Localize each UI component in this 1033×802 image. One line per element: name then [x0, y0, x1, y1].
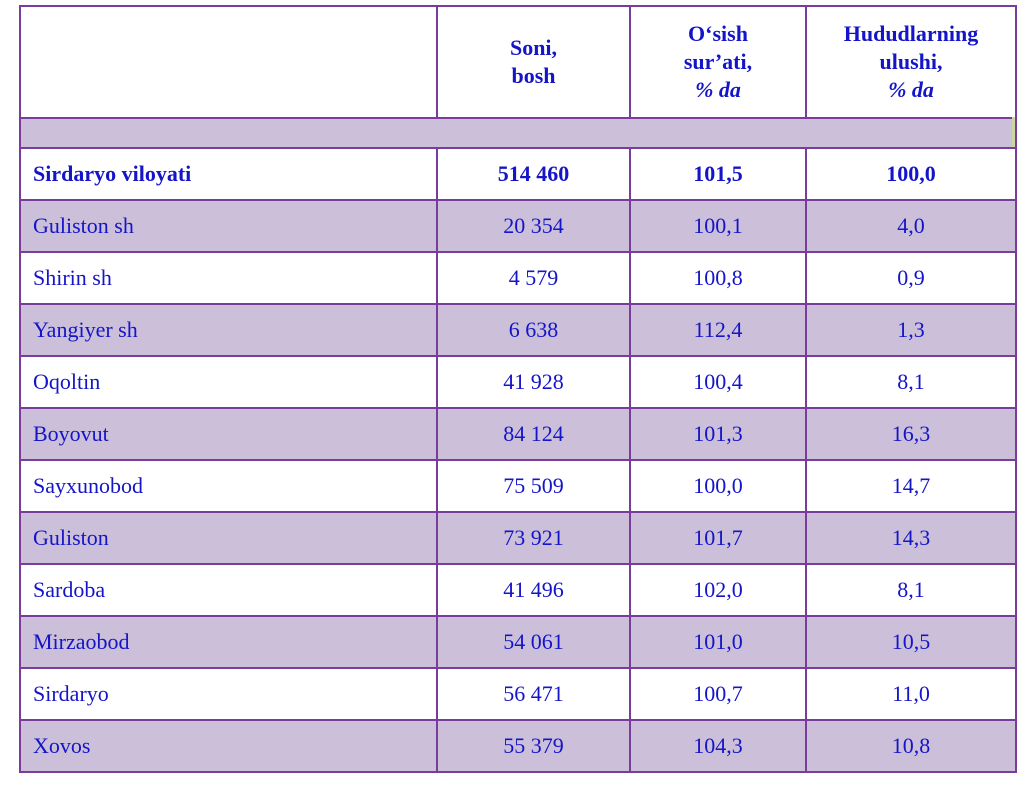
share-cell: 4,0 — [805, 199, 1017, 253]
growth-cell: 102,0 — [629, 563, 807, 617]
table-row: Yangiyer sh 6 638 112,4 1,3 — [19, 303, 1017, 357]
table-row: Mirzaobod 54 061 101,0 10,5 — [19, 615, 1017, 669]
growth-cell: 104,3 — [629, 719, 807, 773]
count-cell: 54 061 — [436, 615, 631, 669]
region-name-cell: Sirdaryo — [19, 667, 438, 721]
header-growth-line-3: % da — [695, 77, 741, 102]
count-cell: 73 921 — [436, 511, 631, 565]
share-cell: 0,9 — [805, 251, 1017, 305]
count-cell: 75 509 — [436, 459, 631, 513]
count-cell: 84 124 — [436, 407, 631, 461]
header-count-line-1: Soni, — [509, 35, 558, 60]
header-share-line-2: ulushi, — [879, 49, 943, 74]
count-cell: 514 460 — [436, 147, 631, 201]
growth-cell: 100,7 — [629, 667, 807, 721]
count-cell: 56 471 — [436, 667, 631, 721]
growth-cell: 100,0 — [629, 459, 807, 513]
count-cell: 41 496 — [436, 563, 631, 617]
header-growth-line-1: O‘sish — [688, 21, 748, 46]
region-name-cell: Sayxunobod — [19, 459, 438, 513]
statistics-table: Soni, bosh O‘sish sur’ati, % da Hududlar… — [19, 5, 1017, 773]
growth-cell: 100,1 — [629, 199, 807, 253]
header-count-line-2: bosh — [511, 63, 556, 88]
region-name-cell: Guliston sh — [19, 199, 438, 253]
count-cell: 4 579 — [436, 251, 631, 305]
table-row: Shirin sh 4 579 100,8 0,9 — [19, 251, 1017, 305]
total-row: Sirdaryo viloyati 514 460 101,5 100,0 — [19, 147, 1017, 201]
share-cell: 10,5 — [805, 615, 1017, 669]
growth-cell: 101,7 — [629, 511, 807, 565]
growth-cell: 101,5 — [629, 147, 807, 201]
header-share: Hududlarning ulushi, % da — [805, 5, 1017, 119]
spacer-cell — [19, 117, 1017, 149]
growth-cell: 112,4 — [629, 303, 807, 357]
share-cell: 100,0 — [805, 147, 1017, 201]
header-growth: O‘sish sur’ati, % da — [629, 5, 807, 119]
region-name-cell: Xovos — [19, 719, 438, 773]
header-share-line-1: Hududlarning — [843, 21, 979, 46]
region-name-cell: Sardoba — [19, 563, 438, 617]
share-cell: 16,3 — [805, 407, 1017, 461]
table-row: Oqoltin 41 928 100,4 8,1 — [19, 355, 1017, 409]
share-cell: 1,3 — [805, 303, 1017, 357]
region-name-cell: Sirdaryo viloyati — [19, 147, 438, 201]
count-cell: 20 354 — [436, 199, 631, 253]
growth-cell: 100,4 — [629, 355, 807, 409]
share-cell: 14,3 — [805, 511, 1017, 565]
share-cell: 10,8 — [805, 719, 1017, 773]
region-name-cell: Mirzaobod — [19, 615, 438, 669]
growth-cell: 101,0 — [629, 615, 807, 669]
header-growth-line-2: sur’ati, — [683, 49, 753, 74]
count-cell: 55 379 — [436, 719, 631, 773]
share-cell: 8,1 — [805, 563, 1017, 617]
share-cell: 11,0 — [805, 667, 1017, 721]
spacer-accent — [1012, 117, 1015, 147]
share-cell: 8,1 — [805, 355, 1017, 409]
count-cell: 41 928 — [436, 355, 631, 409]
table-row: Sirdaryo 56 471 100,7 11,0 — [19, 667, 1017, 721]
spacer-row — [19, 117, 1017, 149]
region-name-cell: Boyovut — [19, 407, 438, 461]
region-name-cell: Guliston — [19, 511, 438, 565]
table-row: Boyovut 84 124 101,3 16,3 — [19, 407, 1017, 461]
table-row: Guliston 73 921 101,7 14,3 — [19, 511, 1017, 565]
region-name-cell: Oqoltin — [19, 355, 438, 409]
header-count: Soni, bosh — [436, 5, 631, 119]
table-row: Xovos 55 379 104,3 10,8 — [19, 719, 1017, 773]
header-share-line-3: % da — [888, 77, 934, 102]
header-region — [19, 5, 438, 119]
header-row: Soni, bosh O‘sish sur’ati, % da Hududlar… — [19, 5, 1017, 119]
region-name-cell: Yangiyer sh — [19, 303, 438, 357]
growth-cell: 100,8 — [629, 251, 807, 305]
growth-cell: 101,3 — [629, 407, 807, 461]
count-cell: 6 638 — [436, 303, 631, 357]
region-name-cell: Shirin sh — [19, 251, 438, 305]
table-row: Guliston sh 20 354 100,1 4,0 — [19, 199, 1017, 253]
table-row: Sardoba 41 496 102,0 8,1 — [19, 563, 1017, 617]
table-row: Sayxunobod 75 509 100,0 14,7 — [19, 459, 1017, 513]
share-cell: 14,7 — [805, 459, 1017, 513]
